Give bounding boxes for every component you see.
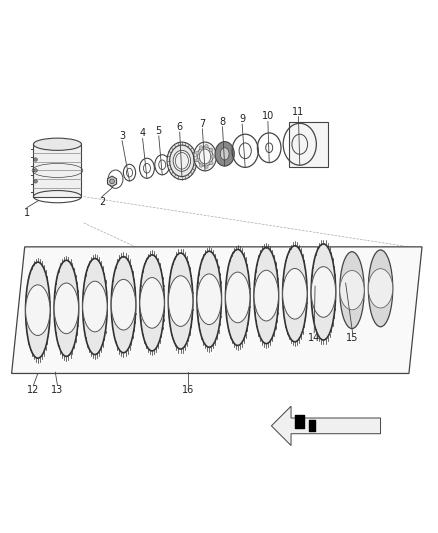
Ellipse shape [173, 150, 191, 171]
Circle shape [209, 148, 213, 151]
Circle shape [34, 158, 37, 161]
Ellipse shape [54, 260, 78, 357]
Circle shape [205, 144, 208, 148]
Ellipse shape [283, 246, 307, 342]
Ellipse shape [168, 253, 193, 349]
Text: 3: 3 [119, 131, 125, 141]
Ellipse shape [311, 266, 336, 317]
Ellipse shape [197, 147, 213, 166]
Ellipse shape [254, 248, 279, 344]
Text: 14: 14 [308, 333, 320, 343]
Ellipse shape [226, 272, 250, 323]
Circle shape [209, 161, 213, 165]
Text: 15: 15 [346, 333, 359, 343]
Text: 2: 2 [99, 197, 105, 207]
Bar [289, 122, 328, 167]
Ellipse shape [54, 283, 78, 334]
Ellipse shape [340, 252, 364, 328]
Ellipse shape [311, 244, 336, 340]
Polygon shape [12, 247, 422, 374]
Circle shape [196, 151, 199, 155]
Ellipse shape [220, 148, 229, 160]
Text: 7: 7 [199, 119, 205, 129]
Ellipse shape [197, 251, 221, 348]
Ellipse shape [140, 255, 164, 351]
Circle shape [199, 146, 203, 149]
Text: 16: 16 [182, 385, 194, 395]
Circle shape [205, 165, 208, 168]
Ellipse shape [168, 276, 193, 326]
Ellipse shape [199, 149, 211, 164]
Circle shape [196, 158, 199, 162]
Ellipse shape [83, 281, 107, 332]
Ellipse shape [283, 269, 307, 319]
Text: 4: 4 [140, 128, 146, 139]
Circle shape [34, 180, 37, 183]
Polygon shape [272, 406, 381, 446]
Ellipse shape [215, 142, 234, 166]
Ellipse shape [340, 271, 364, 310]
Circle shape [34, 169, 37, 172]
Ellipse shape [254, 270, 279, 321]
Circle shape [110, 179, 114, 184]
Text: 8: 8 [219, 117, 226, 126]
Ellipse shape [140, 278, 164, 328]
Ellipse shape [111, 257, 136, 353]
Polygon shape [107, 176, 117, 187]
Circle shape [199, 164, 203, 167]
Ellipse shape [368, 250, 393, 327]
Text: 9: 9 [239, 114, 245, 124]
Ellipse shape [167, 142, 197, 180]
Polygon shape [33, 144, 81, 197]
Ellipse shape [33, 138, 81, 150]
Text: 11: 11 [292, 107, 304, 117]
Ellipse shape [25, 285, 50, 335]
Ellipse shape [111, 279, 136, 330]
Circle shape [212, 155, 215, 158]
Ellipse shape [25, 262, 50, 358]
Ellipse shape [83, 259, 107, 354]
Ellipse shape [226, 249, 250, 345]
Text: 10: 10 [262, 111, 274, 122]
Text: 1: 1 [24, 208, 30, 218]
Ellipse shape [197, 274, 221, 325]
Text: 5: 5 [155, 126, 162, 136]
Text: 12: 12 [27, 385, 39, 395]
Text: 6: 6 [177, 122, 183, 132]
Ellipse shape [194, 142, 216, 171]
Text: 13: 13 [51, 385, 64, 395]
Ellipse shape [368, 269, 393, 308]
